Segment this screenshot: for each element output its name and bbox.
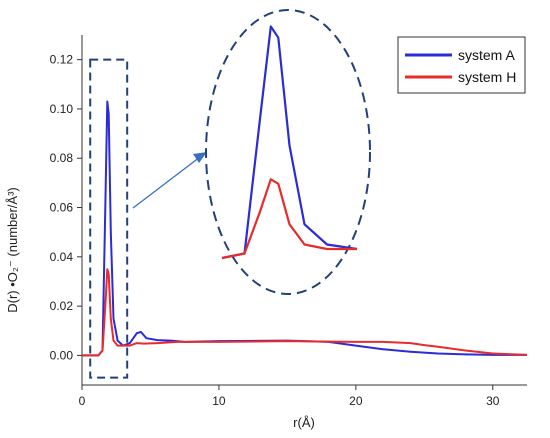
x-tick-label: 20 xyxy=(349,394,363,408)
x-tick-label: 0 xyxy=(79,394,86,408)
legend-box xyxy=(397,36,526,94)
y-tick-label: 0.10 xyxy=(50,102,74,116)
y-tick-label: 0.12 xyxy=(50,53,74,67)
legend: system A system H xyxy=(397,36,526,94)
x-axis-label: r(Å) xyxy=(293,415,315,430)
series-line-system-a xyxy=(82,100,527,357)
series-line-system-h xyxy=(82,268,528,357)
legend-label-system-a: system A xyxy=(458,47,515,63)
series-layer xyxy=(82,100,528,357)
peak-highlight-box xyxy=(89,58,129,379)
legend-label-system-h: system H xyxy=(458,69,516,85)
y-tick-label: 0.04 xyxy=(50,250,74,264)
zoom-arrow xyxy=(132,156,201,209)
x-axis-ticks: 0 10 20 30 xyxy=(79,385,500,408)
x-tick-label: 10 xyxy=(212,394,226,408)
zoom-arrow-head xyxy=(193,152,207,163)
y-tick-label: 0.08 xyxy=(50,151,74,165)
y-tick-label: 0.00 xyxy=(50,348,74,362)
y-tick-label: 0.06 xyxy=(50,201,74,215)
inset-line-system-a xyxy=(221,25,358,260)
x-tick-label: 30 xyxy=(486,394,500,408)
inset-line-system-h xyxy=(221,178,357,260)
y-axis-ticks: 0.00 0.02 0.04 0.06 0.08 0.10 0.12 xyxy=(50,53,82,362)
y-axis-label: D(r) •O₂⁻ (number/Å³) xyxy=(5,187,20,313)
zoom-inset-curves xyxy=(221,25,358,260)
zoom-inset-ellipse xyxy=(205,9,371,295)
y-tick-label: 0.02 xyxy=(50,299,74,313)
